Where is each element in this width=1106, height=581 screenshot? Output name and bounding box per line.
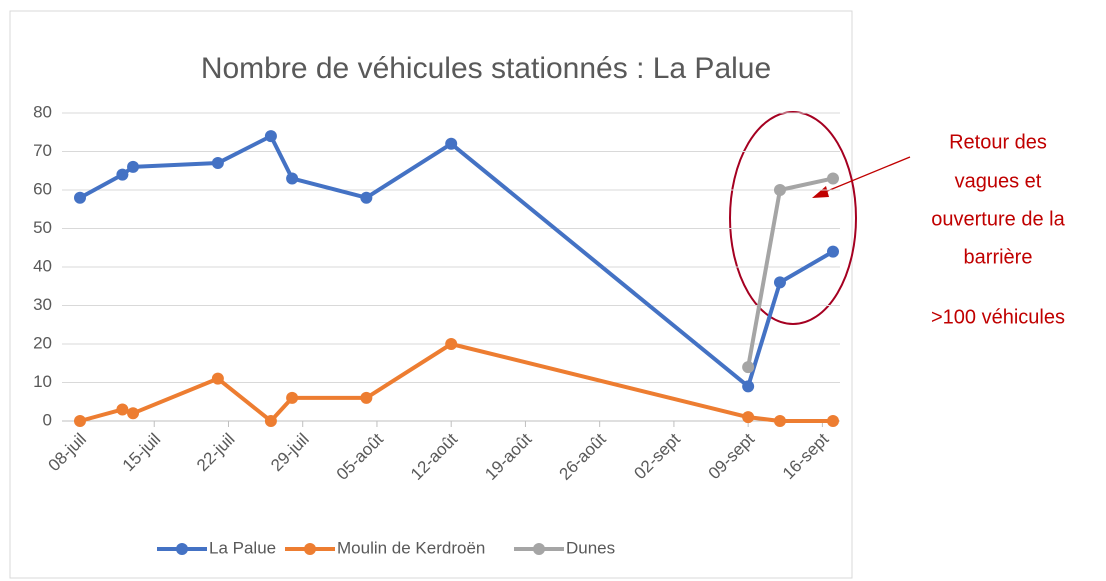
y-tick-label: 20 [33,333,52,352]
y-tick-label: 50 [33,218,52,237]
arrow-head [812,186,829,198]
data-point [74,191,86,204]
y-tick-label: 80 [33,102,52,121]
legend-label: Moulin de Kerdroën [337,538,485,557]
data-point [742,411,755,424]
data-point [827,172,839,185]
annotation-arrow [819,156,911,195]
data-point [211,372,224,385]
data-point [264,415,277,427]
data-point [742,380,755,393]
y-tick-label: 10 [33,372,52,391]
data-point [127,407,140,420]
data-point [211,157,224,170]
legend-label: Dunes [566,538,615,557]
annotation: >100 véhicules [931,306,1065,328]
data-point [742,361,755,374]
legend-label: La Palue [209,538,276,557]
y-tick-label: 30 [33,295,52,314]
data-point [360,191,373,204]
annotation: Retour des [949,131,1047,153]
data-point [827,415,839,427]
data-point [286,172,299,185]
chart-border [9,10,853,579]
annotation: barrière [964,246,1033,268]
annotation: vagues et [955,170,1042,192]
data-point [116,168,129,181]
data-point [773,276,786,289]
annotation: ouverture de la [931,208,1065,230]
data-point [445,137,458,150]
legend-marker [304,543,316,555]
data-point [127,160,140,173]
data-point [116,403,129,416]
data-point [264,130,277,143]
legend-marker [176,543,188,555]
data-point [74,415,86,427]
y-tick-label: 0 [43,410,52,429]
data-point [286,391,299,404]
y-tick-label: 60 [33,179,52,198]
legend-marker [533,543,545,555]
data-point [360,391,373,404]
y-tick-label: 40 [33,256,52,275]
y-tick-label: 70 [33,141,52,160]
highlight-ellipse [729,111,857,325]
data-point [445,338,458,350]
chart-title: Nombre de véhicules stationnés : La Palu… [201,52,771,85]
data-point [827,245,839,258]
data-point [773,184,786,196]
data-point [773,415,786,427]
